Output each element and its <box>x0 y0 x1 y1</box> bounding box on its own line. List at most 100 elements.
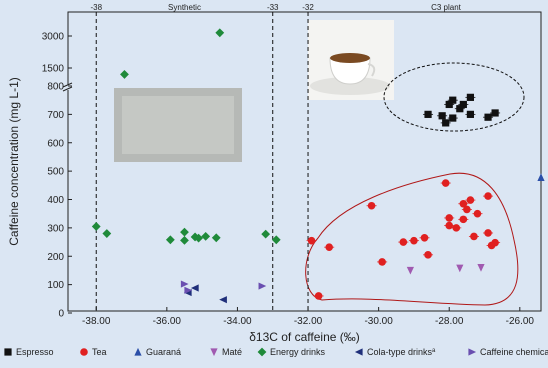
data-point <box>459 215 468 224</box>
y-tick-label: 500 <box>47 167 64 178</box>
x-tick-label: -28.00 <box>435 316 464 327</box>
data-point <box>258 282 267 290</box>
legend-marker <box>257 347 267 357</box>
data-point <box>219 296 227 304</box>
data-point <box>487 241 496 250</box>
legend-marker <box>134 347 142 356</box>
legend-marker <box>210 348 218 357</box>
data-point <box>314 292 323 300</box>
data-point <box>470 232 478 241</box>
legend-note-superscript: a <box>432 348 436 354</box>
espresso-cup-photo <box>308 20 394 100</box>
data-point <box>466 93 475 101</box>
data-point <box>424 251 432 259</box>
y-tick-label: 300 <box>47 223 64 234</box>
y-tick-label: 200 <box>47 252 64 263</box>
y-tick-label: 400 <box>47 195 64 206</box>
x-tick-label: -36.00 <box>153 316 182 327</box>
data-point <box>120 70 129 79</box>
data-point <box>180 280 189 288</box>
data-point <box>165 235 175 245</box>
axis-break-gap <box>64 85 74 90</box>
legend-marker <box>4 348 12 356</box>
data-point <box>452 224 461 232</box>
legend-marker <box>354 348 363 356</box>
data-point <box>367 201 376 210</box>
region-label: Synthetic <box>168 3 201 12</box>
data-point <box>491 109 499 117</box>
y-tick-label: 100 <box>47 280 64 291</box>
data-point <box>441 179 450 187</box>
plot-frame <box>67 11 542 312</box>
legend-marker <box>468 348 477 356</box>
data-point <box>466 110 475 118</box>
reference-line-label: -32 <box>302 3 314 12</box>
reference-line-label: -33 <box>267 3 279 12</box>
data-point <box>378 258 386 266</box>
tea-cluster-outline <box>305 172 519 306</box>
data-point <box>484 113 492 121</box>
data-point <box>466 196 475 204</box>
espresso-cluster-outline <box>383 62 525 132</box>
y-tick-label: 3000 <box>42 32 65 43</box>
x-tick-label: -26.00 <box>506 316 535 327</box>
y-tick-label: 600 <box>47 138 64 149</box>
data-point <box>445 100 453 109</box>
series-tea <box>306 179 501 300</box>
marks-layer <box>91 28 545 304</box>
data-point <box>180 227 189 237</box>
legend-marker <box>80 348 88 356</box>
x-tick-label: -32.00 <box>294 316 323 327</box>
legend-label: Guaraná <box>146 347 181 357</box>
data-point <box>456 264 464 273</box>
data-point <box>477 264 485 272</box>
data-point <box>459 100 467 109</box>
y-tick-label: 0 <box>58 309 64 320</box>
legend-label: Energy drinks <box>270 347 326 357</box>
data-point <box>211 233 221 243</box>
legend-layer: Espresso Tea Guaraná Maté Energy drinks Cola-… <box>4 347 548 357</box>
series-mat <box>406 264 485 275</box>
data-point <box>537 173 545 181</box>
data-point <box>184 286 193 294</box>
y-tick-label: 700 <box>47 110 64 121</box>
axis-layer: -38.00 -36.00 -34.00 -32.00 -30.00 -28.00 -26.… <box>7 11 542 344</box>
data-point <box>194 233 204 243</box>
data-point <box>307 236 316 245</box>
series-energy-drinks <box>91 28 281 245</box>
data-point <box>399 238 408 246</box>
data-point <box>484 229 492 237</box>
legend-label: Tea <box>92 347 107 357</box>
legend-label: Caffeine chemicals <box>480 347 548 357</box>
data-point <box>484 192 492 200</box>
data-point <box>325 243 334 251</box>
data-point <box>449 96 457 104</box>
data-point <box>438 112 446 120</box>
x-axis-label: δ13C of caffeine (‰) <box>249 330 360 344</box>
x-tick-label: -34.00 <box>223 316 252 327</box>
data-point <box>449 114 457 122</box>
legend-label: Cola-type drinksa <box>367 347 436 357</box>
data-point <box>102 229 112 238</box>
data-point <box>91 222 101 231</box>
x-tick-label: -38.00 <box>82 316 111 327</box>
reference-line-label: -38 <box>90 3 102 12</box>
series-espresso <box>423 93 501 127</box>
data-point <box>459 199 468 208</box>
vline-layer: -38 -33 -32 Synthetic C3 plant <box>90 3 462 311</box>
inset-layer <box>114 20 394 162</box>
data-point <box>463 205 471 214</box>
region-label: C3 plant <box>431 3 462 12</box>
data-point <box>215 28 225 38</box>
data-point <box>201 231 211 241</box>
x-tick-label: -30.00 <box>364 316 393 327</box>
data-point <box>420 234 429 242</box>
series-guaran <box>537 173 545 181</box>
data-point <box>456 105 464 113</box>
data-point <box>445 221 454 230</box>
synthetic-caffeine-photo-texture <box>122 96 234 154</box>
data-point <box>190 284 199 292</box>
data-point <box>473 209 482 218</box>
